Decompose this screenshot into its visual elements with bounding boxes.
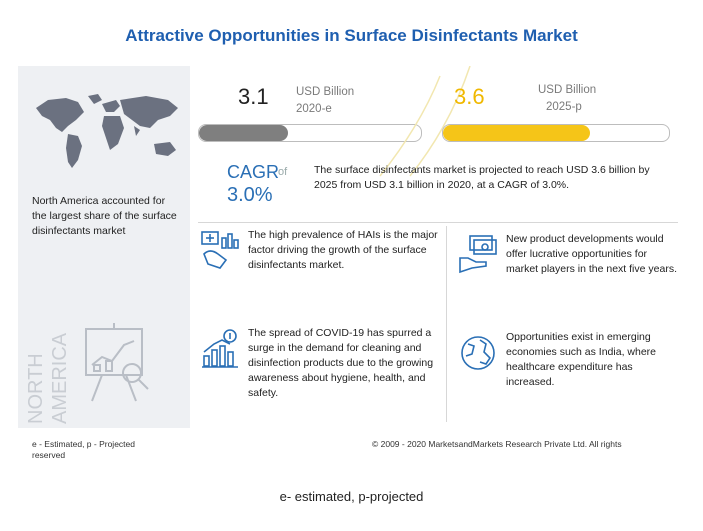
growth-chart-icon [202, 329, 238, 368]
hospital-chart-icon [201, 231, 239, 269]
market-summary: The surface disinfectants market is proj… [314, 164, 650, 191]
vertical-label-north: NORTH [25, 353, 47, 424]
bottom-note: e- estimated, p-projected [279, 489, 424, 504]
year-2025: 2025-p [546, 101, 582, 113]
world-map-icon [36, 94, 178, 168]
bar-2025-fill [443, 125, 590, 141]
decorative-curve [379, 66, 471, 177]
divider-vertical [446, 226, 447, 422]
divider-horizontal [198, 222, 678, 223]
region-share-text: North America accounted for the largest … [32, 195, 177, 237]
cagr-label: CAGR [227, 162, 280, 182]
bar-2020-fill [199, 125, 288, 141]
insight-haIs: The high prevalence of HAIs is the major… [248, 229, 438, 271]
main-panel: 3.1 USD Billion 2020-e 3.6 USD Billion 2… [190, 66, 686, 428]
cagr-value: 3.0% [227, 184, 273, 206]
unit-2020: USD Billion [296, 86, 355, 98]
sidebar-panel: North America accounted for the largest … [18, 66, 190, 428]
value-2025: 3.6 [454, 84, 485, 109]
unit-2025: USD Billion [538, 84, 597, 96]
value-2020: 3.1 [238, 84, 269, 109]
year-2020: 2020-e [296, 103, 332, 115]
insight-emerging-economies: Opportunities exist in emerging economie… [506, 331, 656, 388]
globe-icon [461, 336, 495, 370]
north-america-vertical-label: NORTH AMERICA [25, 332, 71, 424]
footer-copyright: © 2009 - 2020 MarketsandMarkets Research… [372, 439, 622, 449]
cagr-of: of [278, 166, 288, 178]
bar-2020 [198, 124, 422, 142]
insight-covid: The spread of COVID-19 has spurred a sur… [248, 327, 434, 399]
insight-new-products: New product developments would offer luc… [506, 233, 677, 275]
footer-legend-line2: reserved [32, 450, 66, 460]
analysis-board-icon [85, 323, 149, 402]
money-hand-icon [459, 235, 497, 274]
vertical-label-america: AMERICA [49, 332, 71, 424]
bar-2025 [442, 124, 670, 142]
footer-legend: e - Estimated, p - Projected [32, 439, 135, 449]
page-title: Attractive Opportunities in Surface Disi… [125, 26, 578, 45]
